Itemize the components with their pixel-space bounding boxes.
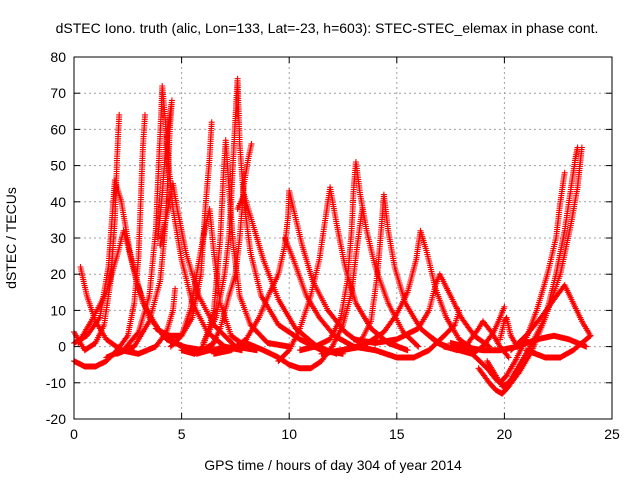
data-marks (318, 227, 478, 357)
data-marks (522, 332, 594, 361)
x-tick-label: 10 (281, 426, 297, 442)
x-tick-label: 5 (178, 426, 186, 442)
y-tick-label: -10 (46, 375, 66, 391)
y-tick-label: 0 (58, 339, 66, 355)
data-marks (507, 282, 594, 354)
data-marks (475, 144, 581, 397)
y-tick-label: 70 (50, 85, 66, 101)
data-marks (497, 314, 521, 350)
y-tick-label: 40 (50, 194, 66, 210)
y-axis-label: dSTEC / TECUs (3, 187, 19, 289)
y-tick-label: 10 (50, 302, 66, 318)
x-tick-label: 15 (389, 426, 405, 442)
series-arc-30 (507, 282, 594, 354)
data-marks (178, 137, 293, 357)
series-arc-21 (318, 227, 478, 357)
series-arc-14 (234, 191, 340, 357)
x-axis-label: GPS time / hours of day 304 of year 2014 (204, 457, 462, 473)
x-tick-label: 25 (604, 426, 620, 442)
series-arc-22 (372, 307, 463, 361)
y-tick-label: 30 (50, 230, 66, 246)
series-arc-08 (157, 180, 260, 354)
data-marks (114, 97, 175, 357)
series-arc-19 (297, 159, 422, 354)
y-tick-label: 20 (50, 266, 66, 282)
axes: 0 5 10 15 20 25 -20 -10 0 10 20 30 40 50 60 70 80 (46, 49, 620, 442)
series-arc-31 (497, 314, 521, 350)
series-arc-12 (200, 75, 346, 357)
series-arc-11 (178, 137, 293, 357)
data-marks (372, 307, 463, 361)
series-arc-07 (114, 97, 175, 357)
series-arc-27 (475, 144, 581, 397)
series-arc-32 (522, 332, 594, 361)
chart-title: dSTEC Iono. truth (alic, Lon=133, Lat=-2… (56, 20, 599, 36)
x-tick-label: 0 (70, 426, 78, 442)
data-marks (157, 180, 260, 354)
data-marks (297, 159, 422, 354)
data-marks (234, 191, 340, 357)
y-tick-label: 80 (50, 49, 66, 65)
data-marks (200, 75, 346, 357)
y-tick-label: -20 (46, 411, 66, 427)
x-tick-label: 20 (497, 426, 513, 442)
y-tick-label: 50 (50, 158, 66, 174)
y-tick-label: 60 (50, 121, 66, 137)
data-series (71, 75, 594, 397)
